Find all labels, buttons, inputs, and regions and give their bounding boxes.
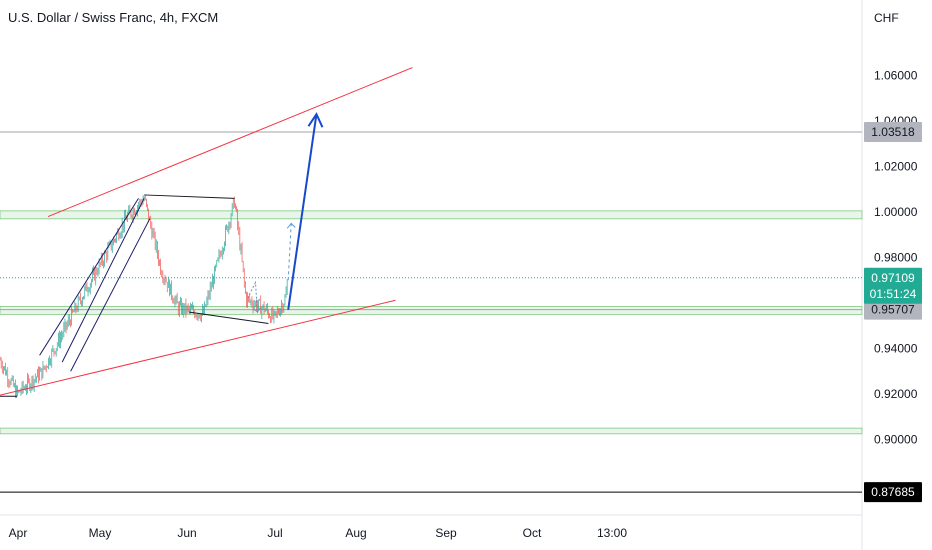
time-tick-label: Apr xyxy=(9,526,28,540)
upper-trendline xyxy=(47,67,413,218)
currency-label: CHF xyxy=(874,11,899,25)
price-axis-ticks: 1.060001.040001.020001.000000.980000.940… xyxy=(874,69,918,447)
support-zone xyxy=(0,210,863,220)
support-zone xyxy=(0,427,863,435)
support-zone xyxy=(0,306,863,315)
time-tick-label: 13:00 xyxy=(597,526,627,540)
time-tick-label: May xyxy=(89,526,112,540)
price-tick-label: 1.02000 xyxy=(874,160,918,174)
price-tags: 1.03518 0.95707 0.87685 0.97109 01:51:24 xyxy=(864,121,922,503)
candlestick-series xyxy=(0,194,288,398)
time-tick-label: Sep xyxy=(435,526,457,540)
channel-upper xyxy=(39,198,139,356)
support-zones[interactable] xyxy=(0,210,863,435)
channel-lower xyxy=(61,198,145,363)
price-tag-value: 1.03518 xyxy=(871,125,915,139)
price-tag-level_top xyxy=(864,121,922,142)
time-tick-label: Aug xyxy=(345,526,366,540)
time-tick-label: Jun xyxy=(177,526,196,540)
price-tick-label: 0.90000 xyxy=(874,433,918,447)
time-axis-ticks: Apr May Jun Jul Aug Sep Oct 13:00 xyxy=(9,526,628,540)
price-tag-value: 0.97109 xyxy=(871,271,915,285)
horizontal-levels[interactable] xyxy=(0,131,862,493)
price-tick-label: 0.92000 xyxy=(874,387,918,401)
price-tag-value: 0.87685 xyxy=(871,485,915,499)
price-tick-label: 0.98000 xyxy=(874,251,918,265)
price-tick-label: 1.00000 xyxy=(874,205,918,219)
time-tick-label: Oct xyxy=(523,526,542,540)
channel-mid xyxy=(70,218,151,372)
small-dip-arrowhead xyxy=(253,307,261,313)
chart-title: U.S. Dollar / Swiss Franc, 4h, FXCM xyxy=(8,10,219,25)
projection-arrowhead xyxy=(307,112,324,128)
chart-drawings[interactable] xyxy=(0,67,413,397)
price-tick-label: 1.06000 xyxy=(874,69,918,83)
top-line xyxy=(144,194,235,199)
small-dip-arrow xyxy=(247,280,258,313)
bottom-line xyxy=(189,311,269,324)
price-tag-level_bottom xyxy=(864,482,922,503)
price-tag-value: 0.95707 xyxy=(871,303,915,317)
price-tick-label: 0.94000 xyxy=(874,342,918,356)
price-tag-level_support xyxy=(864,299,922,320)
price-tag-current xyxy=(864,267,922,304)
dashed-arrowhead xyxy=(286,222,296,229)
countdown-timer: 01:51:24 xyxy=(870,287,917,301)
projection-arrow xyxy=(287,114,318,310)
dashed-projection xyxy=(287,223,292,281)
time-tick-label: Jul xyxy=(267,526,282,540)
lower-trendline xyxy=(0,299,396,396)
